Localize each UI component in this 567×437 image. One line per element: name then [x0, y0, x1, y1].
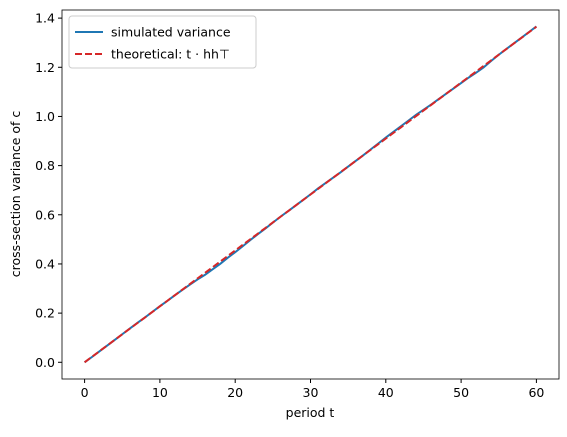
x-tick-label: 30 [303, 385, 319, 400]
legend-label: simulated variance [111, 25, 231, 40]
data-line [83, 25, 538, 364]
x-tick-label: 60 [528, 385, 544, 400]
y-axis-label: cross-section variance of c [8, 111, 23, 278]
x-tick-label: 0 [81, 385, 89, 400]
y-tick-label: 0.8 [35, 158, 55, 173]
y-tick-label: 0.6 [35, 207, 55, 222]
x-tick-label: 50 [453, 385, 469, 400]
y-tick-label: 0.4 [35, 256, 55, 271]
legend-label: theoretical: t · hh⊤ [111, 47, 230, 62]
x-axis-label: period t [286, 405, 335, 420]
x-tick-label: 10 [152, 385, 168, 400]
y-tick-label: 0.2 [35, 306, 55, 321]
y-tick-label: 1.0 [35, 109, 55, 124]
y-tick-label: 0.0 [35, 355, 55, 370]
x-tick-label: 20 [227, 385, 243, 400]
y-tick-label: 1.4 [35, 11, 55, 26]
legend-box [68, 15, 257, 69]
y-tick-label: 1.2 [35, 60, 55, 75]
x-tick-label: 40 [378, 385, 394, 400]
plot-frame [61, 9, 560, 380]
